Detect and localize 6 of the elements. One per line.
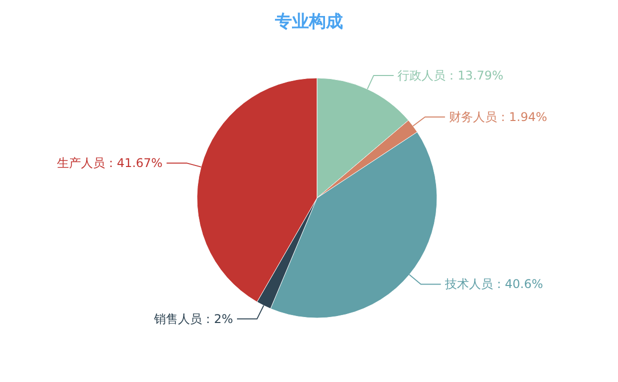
slice-label: 行政人员：13.79%	[398, 68, 504, 82]
slice-label: 财务人员：1.94%	[449, 110, 548, 124]
chart-title: 专业构成	[274, 12, 343, 32]
slice-label: 销售人员：2%	[152, 312, 233, 326]
slice-label: 技术人员：40.6%	[444, 277, 543, 292]
slice-label: 生产人员：41.67%	[56, 156, 163, 170]
